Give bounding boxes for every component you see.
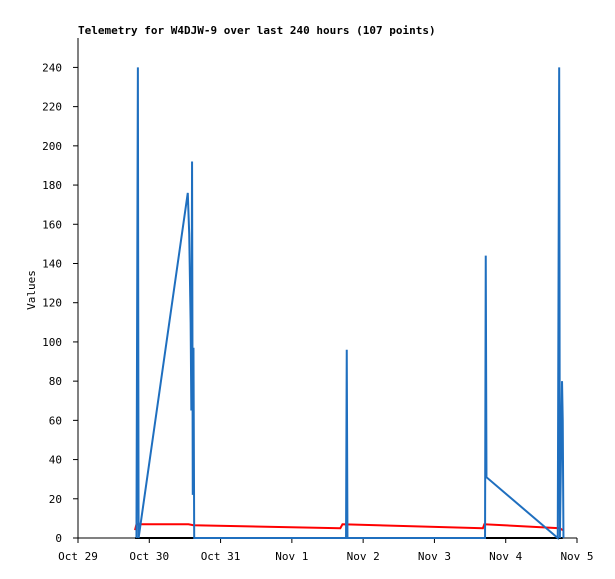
y-tick-label: 140 bbox=[42, 257, 62, 270]
y-tick-label: 120 bbox=[42, 297, 62, 310]
x-tick-label: Oct 29 bbox=[58, 550, 98, 563]
y-tick-label: 240 bbox=[42, 61, 62, 74]
y-tick-label: 220 bbox=[42, 101, 62, 114]
x-tick-label: Nov 4 bbox=[489, 550, 522, 563]
y-axis-label: Values bbox=[25, 270, 38, 310]
series-line bbox=[135, 67, 565, 541]
y-tick-label: 80 bbox=[49, 375, 62, 388]
y-tick-label: 180 bbox=[42, 179, 62, 192]
y-tick-label: 60 bbox=[49, 414, 62, 427]
x-tick-label: Oct 30 bbox=[129, 550, 169, 563]
x-tick-label: Nov 3 bbox=[418, 550, 451, 563]
x-tick-label: Oct 31 bbox=[201, 550, 241, 563]
y-tick-label: 0 bbox=[55, 532, 62, 545]
chart-title: Telemetry for W4DJW-9 over last 240 hour… bbox=[78, 24, 436, 37]
y-tick-label: 160 bbox=[42, 218, 62, 231]
series-line bbox=[134, 523, 564, 531]
y-tick-label: 100 bbox=[42, 336, 62, 349]
x-tick-label: Nov 1 bbox=[275, 550, 308, 563]
y-tick-label: 200 bbox=[42, 140, 62, 153]
y-tick-label: 20 bbox=[49, 493, 62, 506]
x-tick-label: Nov 2 bbox=[347, 550, 380, 563]
x-tick-label: Nov 5 bbox=[560, 550, 593, 563]
y-tick-label: 40 bbox=[49, 454, 62, 467]
